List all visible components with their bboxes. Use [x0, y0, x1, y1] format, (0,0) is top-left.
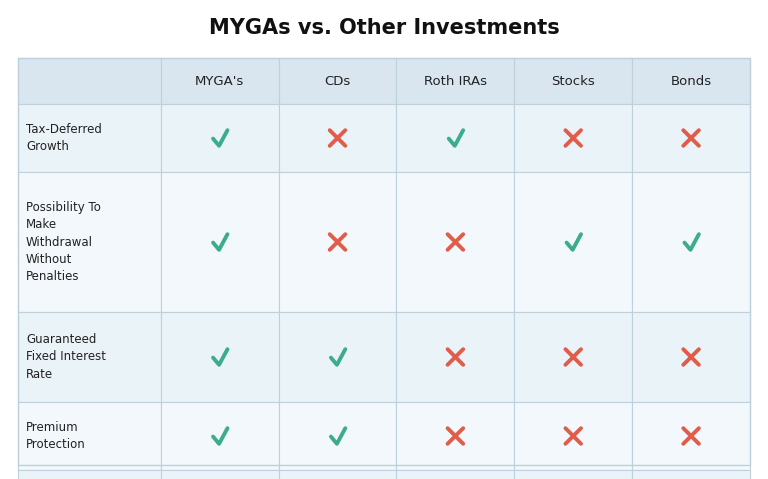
- Bar: [396, 402, 515, 470]
- Bar: [161, 470, 279, 479]
- Bar: [18, 470, 161, 479]
- Bar: [515, 402, 632, 470]
- Bar: [632, 58, 750, 104]
- Bar: [18, 58, 750, 465]
- Bar: [161, 402, 279, 470]
- Bar: [515, 58, 632, 104]
- Bar: [279, 470, 396, 479]
- Bar: [161, 58, 279, 104]
- Text: Stocks: Stocks: [551, 75, 595, 88]
- Text: Possibility To
Make
Withdrawal
Without
Penalties: Possibility To Make Withdrawal Without P…: [26, 201, 101, 284]
- Bar: [279, 402, 396, 470]
- Bar: [632, 172, 750, 312]
- Text: Tax-Deferred
Growth: Tax-Deferred Growth: [26, 123, 102, 153]
- Bar: [279, 312, 396, 402]
- Bar: [396, 470, 515, 479]
- Text: Guaranteed
Fixed Interest
Rate: Guaranteed Fixed Interest Rate: [26, 333, 106, 381]
- Bar: [161, 104, 279, 172]
- Text: Roth IRAs: Roth IRAs: [424, 75, 487, 88]
- Text: MYGA's: MYGA's: [195, 75, 244, 88]
- Bar: [632, 470, 750, 479]
- Text: MYGAs vs. Other Investments: MYGAs vs. Other Investments: [209, 18, 559, 38]
- Bar: [515, 312, 632, 402]
- Bar: [632, 104, 750, 172]
- Bar: [515, 104, 632, 172]
- Bar: [18, 58, 161, 104]
- Bar: [18, 104, 161, 172]
- Bar: [279, 104, 396, 172]
- Bar: [18, 312, 161, 402]
- Bar: [396, 104, 515, 172]
- Bar: [18, 402, 161, 470]
- Text: CDs: CDs: [324, 75, 351, 88]
- Bar: [515, 470, 632, 479]
- Bar: [18, 172, 161, 312]
- Bar: [279, 172, 396, 312]
- Bar: [161, 312, 279, 402]
- Bar: [396, 58, 515, 104]
- Bar: [396, 172, 515, 312]
- Text: Premium
Protection: Premium Protection: [26, 421, 86, 451]
- Bar: [632, 402, 750, 470]
- Bar: [515, 172, 632, 312]
- Bar: [396, 312, 515, 402]
- Bar: [632, 312, 750, 402]
- Bar: [279, 58, 396, 104]
- Bar: [161, 172, 279, 312]
- Text: Bonds: Bonds: [670, 75, 712, 88]
